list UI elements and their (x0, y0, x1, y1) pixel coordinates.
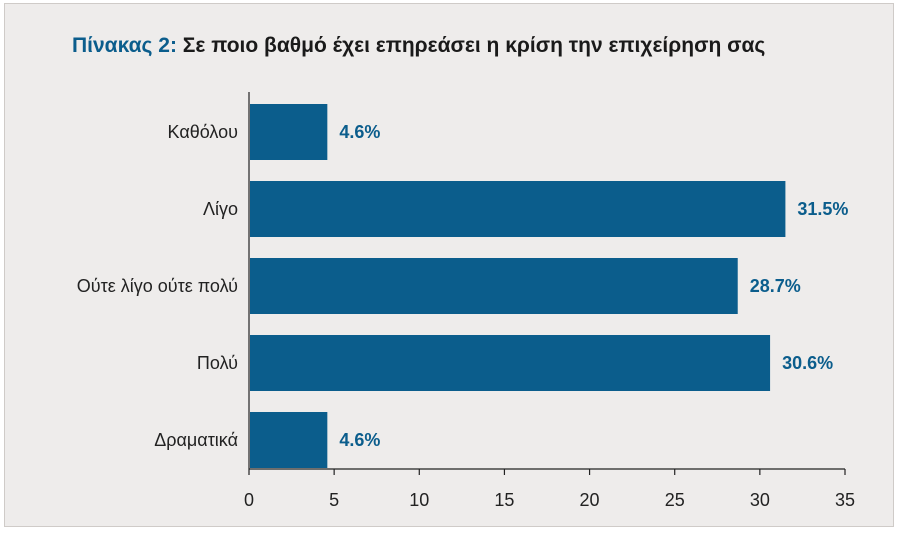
bar (250, 258, 738, 314)
data-label: 30.6% (782, 353, 833, 373)
data-label: 31.5% (797, 199, 848, 219)
x-tick-label: 35 (835, 490, 855, 510)
category-label: Πολύ (197, 353, 238, 373)
category-label: Δραματικά (154, 430, 238, 450)
bar (250, 181, 786, 237)
bar (250, 412, 328, 468)
x-tick-label: 30 (750, 490, 770, 510)
chart-title-number: Πίνακας 2: (72, 34, 177, 57)
chart-title-text: Σε ποιο βαθμό έχει επηρεάσει η κρίση την… (182, 34, 766, 57)
category-label: Ούτε λίγο ούτε πολύ (77, 276, 238, 296)
category-label: Καθόλου (168, 122, 238, 142)
data-label: 4.6% (339, 430, 380, 450)
chart-title: Πίνακας 2: Σε ποιο βαθμό έχει επηρεάσει … (72, 34, 765, 58)
data-label: 28.7% (750, 276, 801, 296)
x-tick-label: 25 (665, 490, 685, 510)
data-label: 4.6% (339, 122, 380, 142)
x-tick-label: 0 (244, 490, 254, 510)
category-label: Λίγο (203, 199, 238, 219)
bar (250, 335, 771, 391)
x-tick-label: 15 (494, 490, 514, 510)
x-tick-label: 20 (580, 490, 600, 510)
x-tick-label: 10 (409, 490, 429, 510)
bar (250, 104, 328, 160)
x-tick-label: 5 (329, 490, 339, 510)
